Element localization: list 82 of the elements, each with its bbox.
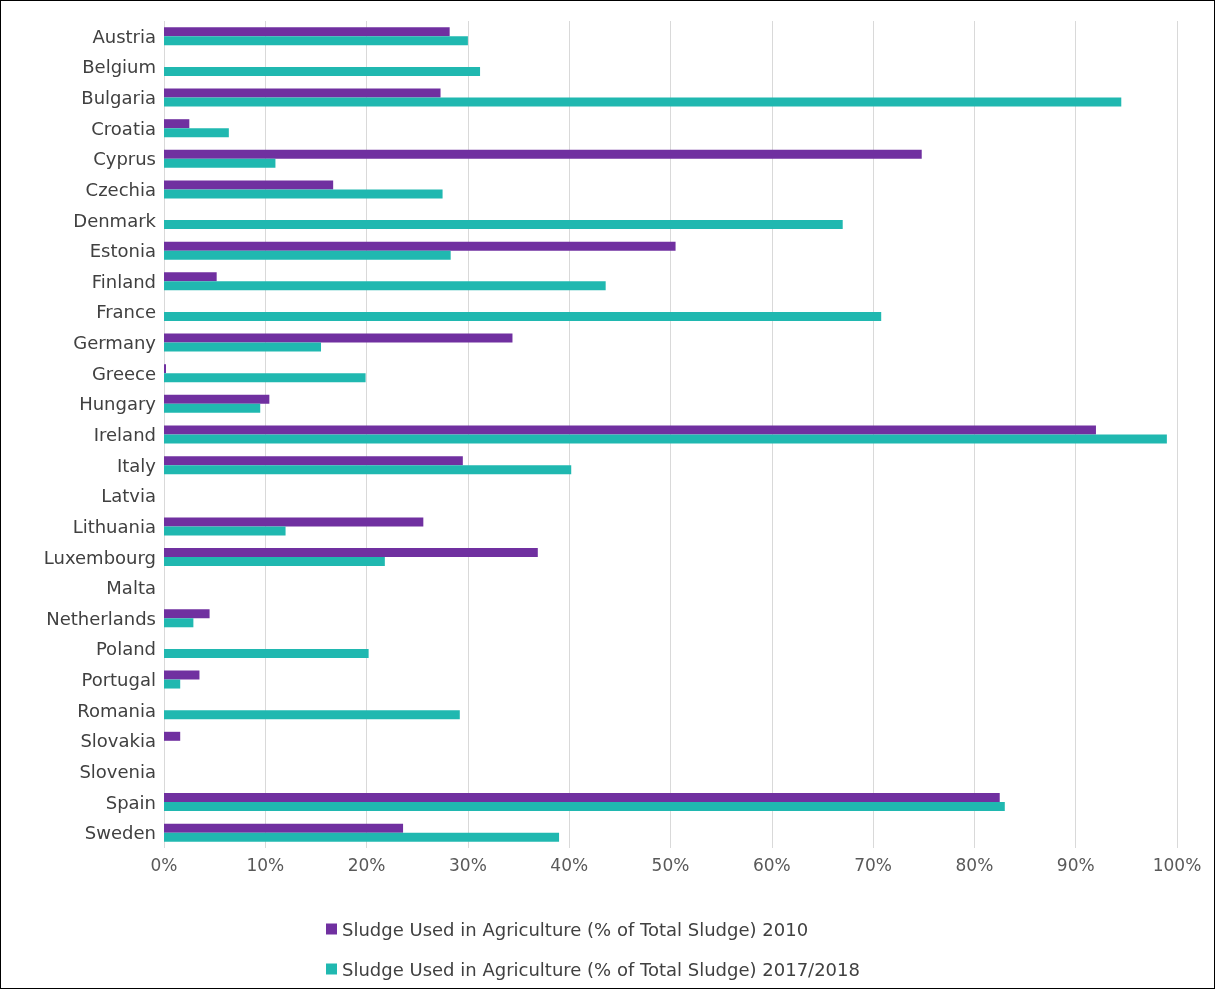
y-tick-label: Poland bbox=[95, 638, 156, 660]
bar bbox=[164, 281, 606, 291]
legend-label: Sludge Used in Agriculture (% of Total Sludge) 2017/2018 bbox=[342, 958, 860, 980]
bar bbox=[164, 456, 463, 466]
bar bbox=[164, 548, 538, 558]
bar bbox=[164, 88, 441, 98]
y-tick-label: Portugal bbox=[81, 669, 156, 691]
bar bbox=[164, 158, 276, 168]
x-tick-label: 100% bbox=[1152, 854, 1202, 875]
y-tick-label: Romania bbox=[77, 699, 156, 721]
bar bbox=[164, 97, 1122, 107]
bar bbox=[164, 128, 229, 138]
y-tick-label: Greece bbox=[91, 362, 156, 384]
x-tick-label: 0% bbox=[150, 854, 178, 875]
bar bbox=[164, 609, 210, 619]
y-tick-label: Lithuania bbox=[72, 515, 156, 537]
y-tick-label: Slovenia bbox=[79, 760, 156, 782]
y-tick-label: Belgium bbox=[82, 56, 156, 78]
bar bbox=[164, 648, 369, 658]
bar bbox=[164, 241, 676, 251]
bar bbox=[164, 272, 217, 282]
y-tick-label: Italy bbox=[116, 454, 157, 476]
y-tick-label: Germany bbox=[73, 332, 157, 354]
x-tick-label: 10% bbox=[246, 854, 285, 875]
bar bbox=[164, 119, 190, 129]
bar bbox=[164, 373, 366, 383]
bar bbox=[164, 364, 167, 374]
bar bbox=[164, 220, 843, 230]
bar bbox=[164, 434, 1167, 444]
bar bbox=[164, 731, 181, 741]
x-tick-label: 70% bbox=[854, 854, 892, 875]
x-tick-label: 60% bbox=[752, 854, 791, 875]
x-tick-label: 40% bbox=[550, 854, 589, 875]
bar bbox=[164, 793, 1000, 803]
bar bbox=[164, 670, 200, 680]
bar bbox=[164, 333, 513, 343]
bar bbox=[164, 403, 261, 413]
bar bbox=[164, 832, 560, 842]
x-tick-label: 80% bbox=[955, 854, 994, 875]
y-tick-label: Latvia bbox=[101, 485, 156, 507]
y-tick-label: Luxembourg bbox=[43, 546, 156, 568]
legend-label: Sludge Used in Agriculture (% of Total Sludge) 2010 bbox=[342, 918, 809, 940]
y-tick-label: Malta bbox=[106, 577, 156, 599]
bar bbox=[164, 66, 481, 76]
bar bbox=[164, 180, 334, 190]
bar bbox=[164, 802, 1005, 812]
bar bbox=[164, 618, 194, 628]
bar bbox=[164, 465, 572, 475]
y-tick-label: Spain bbox=[105, 791, 156, 813]
y-tick-label: Estonia bbox=[89, 240, 156, 262]
bar bbox=[164, 679, 181, 689]
y-tick-label: Cyprus bbox=[93, 148, 156, 170]
y-tick-label: Finland bbox=[91, 270, 156, 292]
y-tick-label: Croatia bbox=[91, 117, 156, 139]
y-tick-label: Bulgaria bbox=[81, 87, 156, 109]
bar bbox=[164, 557, 385, 567]
bar bbox=[164, 526, 286, 536]
bar bbox=[164, 394, 270, 404]
bar bbox=[164, 27, 450, 37]
bar bbox=[164, 189, 443, 199]
y-tick-label: Ireland bbox=[93, 424, 156, 445]
y-tick-label: Sweden bbox=[84, 822, 156, 844]
bar bbox=[164, 710, 460, 720]
y-tick-label: Czechia bbox=[85, 178, 156, 200]
x-tick-label: 50% bbox=[651, 854, 690, 875]
y-tick-label: France bbox=[96, 301, 156, 323]
bar bbox=[164, 342, 322, 352]
x-tick-label: 20% bbox=[347, 854, 386, 875]
bar bbox=[164, 36, 468, 46]
bar bbox=[164, 517, 424, 527]
y-tick-label: Denmark bbox=[73, 209, 157, 231]
y-tick-label: Slovakia bbox=[80, 730, 156, 752]
bar bbox=[164, 823, 404, 833]
bar bbox=[164, 250, 451, 260]
x-tick-label: 30% bbox=[449, 854, 487, 875]
bar bbox=[164, 149, 922, 159]
y-tick-label: Austria bbox=[92, 25, 156, 47]
y-tick-label: Netherlands bbox=[46, 607, 156, 629]
bar bbox=[164, 425, 1096, 435]
y-tick-label: Hungary bbox=[79, 393, 157, 415]
bar bbox=[164, 311, 882, 321]
x-tick-label: 90% bbox=[1056, 854, 1095, 875]
